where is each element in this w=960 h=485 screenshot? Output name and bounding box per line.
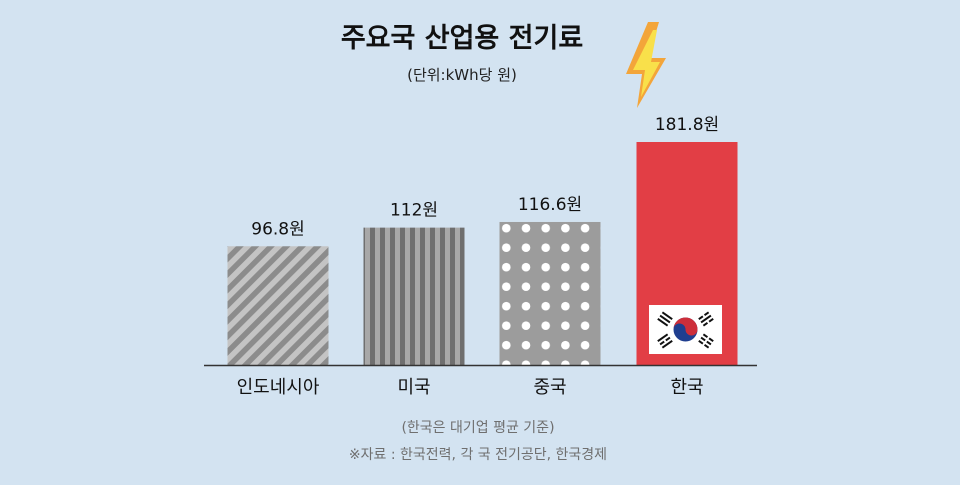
lightning-bolt-icon — [626, 22, 666, 108]
category-label: 중국 — [533, 377, 566, 398]
category-label: 인도네시아 — [237, 377, 320, 398]
category-label: 미국 — [397, 377, 430, 398]
korean-flag-icon — [649, 305, 722, 354]
bar-1 — [227, 246, 329, 365]
bar-value-label: 112원 — [390, 201, 438, 221]
bar-3 — [499, 221, 601, 365]
bar-2 — [363, 227, 465, 365]
chart-subtitle: (단위:kWh당 원) — [407, 66, 517, 84]
category-label: 한국 — [670, 377, 703, 398]
footnote-source: ※자료 : 한국전력, 각 국 전기공단, 한국경제 — [349, 447, 607, 463]
footnote-basis: (한국은 대기업 평균 기준) — [401, 420, 554, 436]
chart-title: 주요국 산업용 전기료 — [341, 23, 583, 54]
bar-value-label: 96.8원 — [251, 219, 305, 239]
bar-value-label: 116.6원 — [518, 195, 582, 215]
bar-value-label: 181.8원 — [655, 115, 719, 135]
